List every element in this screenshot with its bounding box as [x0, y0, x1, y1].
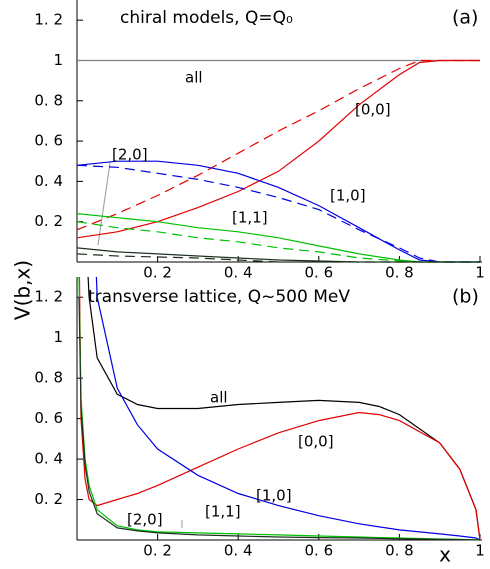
x-axis-label: x [439, 543, 451, 567]
panel-tag: (a) [452, 7, 478, 29]
panel-tag: (b) [452, 286, 479, 308]
series-label: all [185, 69, 203, 87]
x-tick-label: 0. 6 [304, 264, 333, 282]
y-tick-label: 1. 2 [34, 288, 63, 306]
y-tick-label: 1. 2 [34, 11, 63, 29]
x-tick-label: 0. 8 [385, 264, 414, 282]
series-line [77, 221, 480, 263]
series-line [77, 164, 480, 263]
y-tick-label: 0. 8 [34, 91, 63, 109]
series-line [95, 277, 481, 541]
series-label: [2,0] [127, 511, 163, 529]
panel-title: transverse lattice, Q~500 MeV [88, 287, 350, 307]
series-line [78, 277, 481, 541]
series-line [77, 160, 480, 263]
x-tick-label: 1 [475, 542, 485, 560]
y-tick-label: 0. 2 [34, 212, 63, 230]
x-tick-label: 0. 4 [224, 542, 253, 560]
series-line [87, 277, 481, 541]
series-line [77, 59, 480, 231]
series-label: [1,0] [256, 487, 292, 505]
y-tick-label: 1 [53, 328, 63, 346]
x-tick-label: 0. 6 [304, 542, 333, 560]
y-axis-label: V(b,x) [11, 260, 35, 320]
series-label: all [210, 389, 228, 407]
y-tick-label: 0. 2 [34, 490, 63, 508]
series-label: [1,1] [232, 209, 268, 227]
y-tick-label: 0. 4 [34, 172, 63, 190]
series-line [77, 247, 480, 263]
series-line [77, 213, 480, 263]
x-tick-label: 0. 2 [143, 264, 172, 282]
series-line [78, 297, 481, 541]
panel-title: chiral models, Q=Q₀ [120, 8, 293, 28]
x-tick-label: 0. 8 [385, 542, 414, 560]
x-tick-label: 0. 4 [224, 264, 253, 282]
y-tick-label: 0. 4 [34, 450, 63, 468]
x-tick-label: 1 [475, 264, 485, 282]
pointer [97, 162, 111, 246]
series-label: [2,0] [112, 146, 148, 164]
y-tick-label: 1 [53, 51, 63, 69]
series-label: [0,0] [298, 433, 334, 451]
series-line [77, 253, 480, 263]
series-line [77, 59, 480, 239]
y-tick-label: 0. 8 [34, 369, 63, 387]
x-tick-label: 0. 2 [143, 542, 172, 560]
series-label: [0,0] [355, 101, 391, 119]
series-label: [1,0] [330, 187, 366, 205]
y-tick-label: 0. 6 [34, 409, 63, 427]
series-label: [1,1] [205, 503, 241, 521]
y-tick-label: 0. 6 [34, 132, 63, 150]
